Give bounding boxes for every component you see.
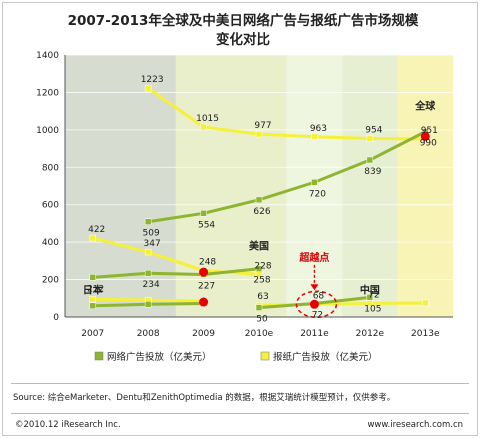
y-tick-label: 600 bbox=[42, 201, 59, 211]
data-label: 347 bbox=[144, 239, 161, 249]
region-label: 日本 bbox=[83, 284, 104, 297]
y-tick-label: 1200 bbox=[36, 88, 59, 98]
shaded-background bbox=[65, 55, 453, 317]
y-tick-label: 1000 bbox=[36, 126, 59, 136]
separator bbox=[11, 383, 469, 384]
data-label: 626 bbox=[253, 207, 270, 217]
data-point bbox=[366, 135, 374, 142]
region-label: 全球 bbox=[414, 99, 436, 112]
data-labels: 1223 1015 977 963 954 951 509 554 626 720 839 990 42… bbox=[83, 75, 438, 325]
crossover-point bbox=[309, 299, 319, 309]
data-label: 839 bbox=[364, 167, 381, 177]
legend-swatch bbox=[260, 351, 270, 361]
shade-band-2 bbox=[286, 55, 343, 317]
data-point bbox=[200, 210, 207, 217]
data-point bbox=[144, 301, 152, 308]
crossover-point bbox=[199, 297, 209, 307]
data-point bbox=[255, 265, 263, 272]
data-label: 422 bbox=[88, 225, 105, 235]
data-label: 977 bbox=[254, 121, 271, 131]
data-label: 105 bbox=[364, 304, 381, 314]
x-tick-label: 2007 bbox=[81, 329, 104, 339]
x-tick-label: 2013e bbox=[411, 329, 440, 339]
data-label: 554 bbox=[198, 220, 215, 230]
data-label: 72 bbox=[368, 291, 379, 301]
source-note: Source: 综合eMarketer、Dentu和ZenithOptimedi… bbox=[13, 393, 396, 403]
data-point bbox=[144, 248, 152, 256]
data-point bbox=[200, 123, 207, 131]
website: www.iresearch.com.cn bbox=[367, 420, 463, 430]
data-point bbox=[311, 133, 318, 141]
annotation-label: 超越点 bbox=[298, 251, 329, 264]
legend-label: 报纸广告投放（亿美元） bbox=[273, 351, 378, 363]
chart-title-line: 2007-2013年全球及中美日网络广告与报纸广告市场规模 bbox=[68, 12, 419, 29]
data-point bbox=[144, 218, 152, 225]
data-point bbox=[422, 299, 429, 307]
y-tick-label: 200 bbox=[42, 276, 59, 286]
data-point bbox=[89, 302, 96, 310]
data-point bbox=[144, 269, 152, 277]
shade-band-3 bbox=[342, 55, 398, 317]
legend-swatch bbox=[94, 351, 104, 361]
data-point bbox=[89, 234, 96, 242]
y-tick-label: 0 bbox=[53, 313, 59, 323]
data-label: 1015 bbox=[196, 114, 219, 124]
data-label: 228 bbox=[254, 261, 271, 271]
annotation-arrowhead bbox=[310, 284, 319, 291]
data-label: 954 bbox=[365, 125, 382, 135]
data-label: 509 bbox=[143, 229, 160, 239]
legend-label: 网络广告投放（亿美元） bbox=[107, 351, 212, 363]
shade-band-4 bbox=[397, 55, 453, 317]
series-line-0 bbox=[147, 86, 426, 141]
series bbox=[89, 84, 430, 319]
data-point bbox=[366, 156, 374, 164]
x-tick-label: 2009 bbox=[192, 329, 215, 339]
region-label: 美国 bbox=[249, 240, 269, 253]
crossover-point bbox=[420, 131, 430, 141]
data-point bbox=[144, 84, 152, 92]
data-label: 990 bbox=[420, 139, 437, 149]
x-tick-label: 2012e bbox=[356, 329, 385, 339]
region-label: 中国 bbox=[360, 284, 380, 297]
data-point bbox=[311, 179, 318, 186]
data-label: 227 bbox=[198, 282, 215, 292]
data-label: 212 bbox=[87, 284, 104, 294]
crossover-point bbox=[199, 267, 209, 277]
data-label: 234 bbox=[143, 280, 160, 290]
x-tick-label: 2010e bbox=[245, 329, 274, 339]
chart-svg: 0 200 400 600 800 1000 1200 1400 2007 2008 2009 201… bbox=[36, 12, 453, 363]
data-point bbox=[255, 196, 263, 204]
data-label: 63 bbox=[257, 292, 268, 302]
data-point bbox=[255, 304, 263, 311]
series-line-1 bbox=[147, 130, 426, 224]
data-point bbox=[89, 274, 96, 281]
legend: 网络广告投放（亿美元） 报纸广告投放（亿美元） bbox=[94, 351, 378, 363]
data-label: 248 bbox=[199, 258, 216, 268]
series-line-3 bbox=[92, 267, 260, 279]
y-tick-label: 800 bbox=[42, 163, 59, 173]
x-tick-label: 2011e bbox=[300, 329, 329, 339]
grid bbox=[65, 54, 453, 280]
y-tick-label: 400 bbox=[42, 238, 59, 248]
data-label: 258 bbox=[253, 276, 270, 286]
copyright: ©2010.12 iResearch Inc. bbox=[15, 420, 121, 430]
y-tick-label: 1400 bbox=[36, 51, 59, 61]
data-point bbox=[366, 294, 374, 301]
data-label: 68 bbox=[313, 291, 325, 301]
x-tick-label: 2008 bbox=[137, 329, 160, 339]
data-label: 1223 bbox=[141, 75, 164, 85]
data-label: 50 bbox=[256, 315, 268, 325]
data-label: 72 bbox=[312, 311, 323, 321]
data-label: 963 bbox=[310, 124, 327, 134]
separator bbox=[11, 413, 469, 414]
data-label: 951 bbox=[421, 126, 438, 136]
chart-title-line: 变化对比 bbox=[216, 31, 270, 48]
data-label: 720 bbox=[309, 189, 326, 199]
axes: 0 200 400 600 800 1000 1200 1400 2007 2008 2009 201… bbox=[36, 51, 453, 339]
data-point bbox=[89, 295, 96, 303]
data-point bbox=[255, 130, 263, 138]
crossover-highlight bbox=[295, 290, 338, 319]
